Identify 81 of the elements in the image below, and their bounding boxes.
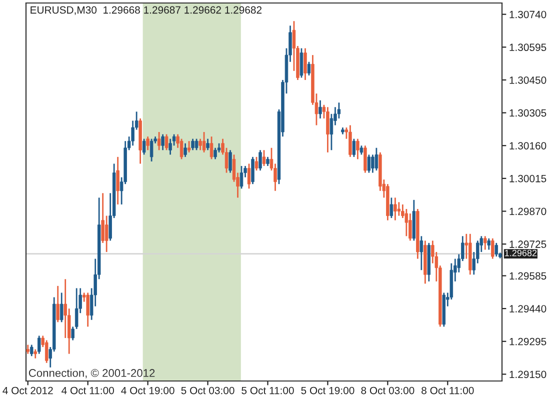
annotation: Connection, © 2001-2012 bbox=[28, 368, 155, 378]
candlestick bbox=[116, 156, 120, 206]
candlestick bbox=[86, 292, 90, 328]
x-tick-label: 5 Oct 19:00 bbox=[301, 386, 354, 394]
candlestick bbox=[367, 154, 371, 174]
candlestick bbox=[371, 154, 374, 174]
candlestick bbox=[180, 138, 184, 160]
y-tick-label: 1.29725 bbox=[510, 240, 546, 248]
y-tick-label: 1.30740 bbox=[510, 10, 546, 18]
y-tick-label: 1.29295 bbox=[510, 338, 546, 346]
candlestick bbox=[487, 238, 490, 250]
candlestick bbox=[142, 138, 146, 156]
candlestick bbox=[168, 138, 172, 156]
candlestick bbox=[408, 212, 412, 242]
x-tick-label: 5 Oct 11:00 bbox=[242, 386, 294, 394]
candlestick bbox=[304, 48, 307, 81]
candlestick bbox=[374, 147, 378, 172]
candlestick bbox=[247, 163, 251, 190]
candlestick bbox=[157, 131, 161, 151]
candlestick bbox=[30, 344, 34, 357]
candlestick bbox=[326, 106, 330, 154]
y-tick-label: 1.30595 bbox=[510, 44, 546, 52]
candlestick bbox=[394, 196, 397, 221]
y-tick-label: 1.29150 bbox=[510, 370, 546, 378]
candlestick bbox=[420, 235, 424, 271]
candlestick bbox=[45, 340, 48, 364]
x-tick-label: 5 Oct 03:00 bbox=[181, 386, 234, 394]
y-tick-label: 1.30305 bbox=[510, 109, 546, 117]
candlestick bbox=[397, 201, 401, 216]
candlestick bbox=[206, 138, 210, 151]
candlestick bbox=[198, 138, 202, 151]
candlestick bbox=[194, 138, 198, 151]
candlestick bbox=[251, 156, 254, 185]
candlestick bbox=[300, 48, 304, 78]
candlestick bbox=[240, 165, 244, 190]
candlestick bbox=[26, 344, 30, 355]
candlestick bbox=[307, 61, 311, 76]
y-tick-label: 1.30160 bbox=[510, 142, 546, 150]
candlestick bbox=[60, 292, 64, 323]
candlestick bbox=[184, 142, 187, 158]
x-tick-label: 8 Oct 03:00 bbox=[361, 386, 414, 394]
candlestick bbox=[228, 149, 232, 174]
candlestick bbox=[494, 242, 498, 258]
chart-title: EURUSD,M30 1.29668 1.29687 1.29662 1.29682 bbox=[30, 6, 262, 15]
candlestick bbox=[484, 235, 487, 250]
y-tick-label: 1.29870 bbox=[510, 208, 546, 216]
candlestick bbox=[364, 144, 367, 174]
ref-line-label: 1.29682 bbox=[505, 250, 537, 256]
candlestick bbox=[38, 335, 41, 355]
candlestick bbox=[352, 138, 356, 158]
x-tick-label: 4 Oct 19:00 bbox=[121, 386, 174, 394]
y-tick-label: 1.30450 bbox=[510, 76, 546, 84]
candlestick bbox=[360, 144, 364, 156]
candlestick bbox=[161, 134, 164, 151]
candlestick bbox=[150, 138, 154, 162]
x-tick-label: 4 Oct 2012 bbox=[2, 386, 53, 394]
candlestick bbox=[214, 147, 217, 160]
candlestick bbox=[146, 136, 150, 151]
candlestick bbox=[164, 134, 168, 151]
y-tick-label: 1.30015 bbox=[510, 174, 546, 182]
candlestick bbox=[266, 156, 270, 167]
candlestick bbox=[254, 156, 258, 172]
candlestick bbox=[34, 348, 37, 360]
candlestick bbox=[262, 149, 266, 167]
candlestick bbox=[404, 208, 408, 237]
candlestick bbox=[318, 100, 322, 120]
candlestick bbox=[56, 285, 60, 323]
candlestick bbox=[187, 140, 191, 154]
candlestick bbox=[390, 196, 394, 219]
candlestick bbox=[202, 131, 206, 154]
candlestick bbox=[191, 138, 194, 151]
candlestick bbox=[210, 136, 214, 160]
y-tick-label: 1.29440 bbox=[510, 305, 546, 312]
x-tick-label: 8 Oct 11:00 bbox=[422, 386, 474, 394]
candlestick bbox=[258, 149, 262, 172]
x-tick-label: 4 Oct 11:00 bbox=[62, 386, 114, 394]
y-tick-label: 1.29585 bbox=[510, 272, 546, 280]
candlestick bbox=[491, 238, 494, 260]
candlestick bbox=[348, 124, 352, 158]
candlestick bbox=[104, 215, 108, 253]
candlestick bbox=[356, 138, 360, 160]
